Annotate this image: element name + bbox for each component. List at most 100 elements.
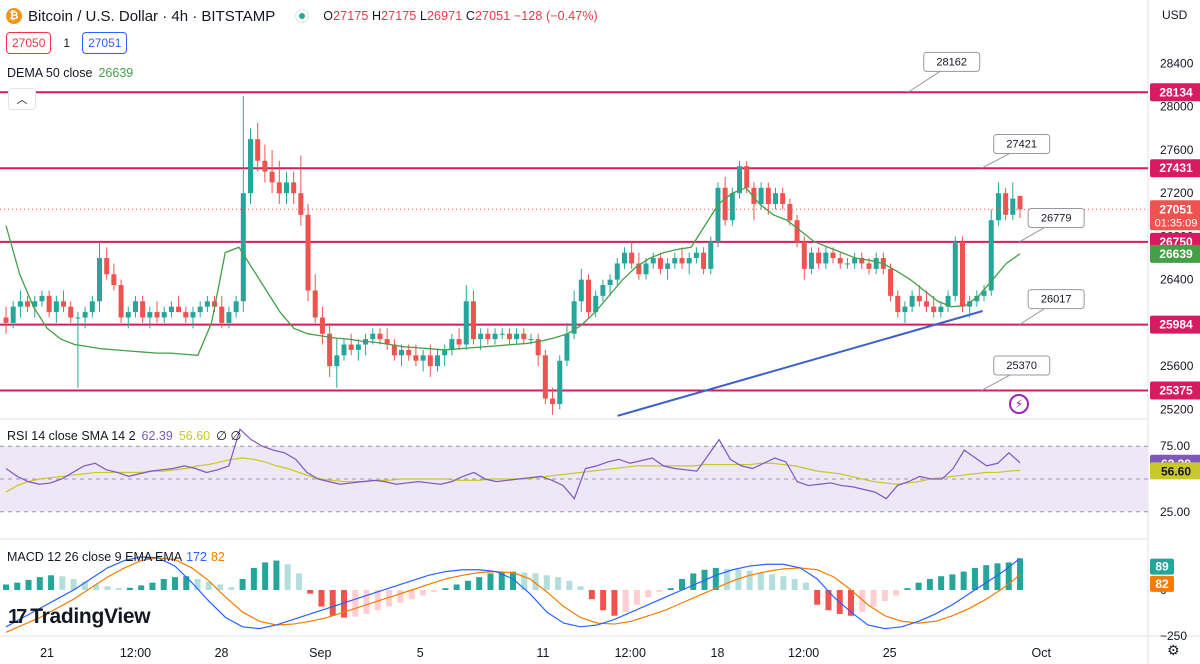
macd-histogram-bar: [273, 560, 280, 590]
callout-pointer: [907, 69, 942, 93]
callout-label: 25370: [1006, 360, 1037, 372]
candle: [276, 160, 282, 205]
candle-body: [578, 279, 584, 302]
macd-histogram-bar: [949, 574, 956, 590]
macd-histogram-bar: [431, 590, 438, 592]
candle: [1003, 187, 1009, 221]
candle: [25, 295, 31, 313]
candle: [916, 285, 922, 307]
candle-body: [183, 312, 189, 318]
rsi-axis-label: 75.00: [1160, 439, 1190, 453]
bitcoin-icon: ₿: [6, 8, 22, 24]
candle-body: [248, 139, 254, 194]
macd-histogram-bar: [104, 586, 111, 590]
candle-body: [801, 241, 807, 269]
candle-body: [665, 263, 671, 269]
candle-body: [945, 295, 951, 307]
macd-histogram-bar: [645, 590, 652, 598]
order-panel: 27050 1 27051: [6, 32, 128, 54]
macd-histogram-bar: [149, 582, 156, 590]
candle: [535, 333, 541, 367]
candle-body: [161, 312, 167, 318]
candle-body: [89, 301, 95, 313]
candle-body: [593, 295, 599, 313]
candle: [449, 333, 455, 356]
candle: [334, 339, 340, 388]
candle: [89, 295, 95, 318]
candle: [844, 258, 850, 269]
candle: [39, 290, 45, 307]
candle-body: [355, 344, 361, 350]
candle: [125, 306, 131, 329]
macd-histogram-bar: [521, 572, 528, 590]
macd-histogram-bar: [295, 573, 302, 590]
candle: [485, 328, 491, 345]
candle-body: [772, 193, 778, 205]
macd-histogram-bar: [870, 590, 877, 607]
quantity-value[interactable]: 1: [63, 36, 71, 50]
candle-body: [319, 317, 325, 334]
candle: [665, 258, 671, 280]
candle-body: [528, 339, 534, 341]
candle: [118, 279, 124, 323]
sell-button[interactable]: 27050: [6, 32, 52, 54]
candle-body: [557, 360, 563, 404]
candle: [830, 247, 836, 264]
candle-body: [924, 301, 930, 307]
ohlc-values: O27175 H27175 L26971 C27051 −128 (−0.47%…: [323, 9, 598, 23]
price-badge-label: 25375: [1159, 383, 1193, 397]
candle-body: [391, 344, 397, 356]
candle-body: [600, 285, 606, 296]
candle-body: [981, 290, 987, 296]
settings-icon[interactable]: ⚙: [1167, 642, 1180, 658]
candle-body: [737, 166, 743, 194]
time-tick-label: 5: [417, 646, 424, 660]
price-axis-badge: 27431: [1150, 159, 1200, 178]
macd-legend[interactable]: MACD 12 26 close 9 EMA EMA 172 82: [7, 550, 225, 564]
macd-histogram-bar: [408, 590, 415, 600]
currency-label[interactable]: USD: [1162, 8, 1188, 22]
macd-histogram-bar: [487, 573, 494, 590]
candle: [938, 301, 944, 318]
candle: [514, 328, 520, 345]
dema-legend[interactable]: DEMA 50 close 26639: [7, 66, 133, 80]
candle-body: [974, 295, 980, 302]
callout-label: 26779: [1041, 213, 1072, 225]
symbol-title[interactable]: Bitcoin / U.S. Dollar · 4h · BITSTAMP: [28, 7, 276, 25]
buy-button[interactable]: 27051: [82, 32, 128, 54]
candle-body: [53, 301, 59, 313]
callout-box: [1027, 289, 1085, 310]
price-badge-bg: [1150, 381, 1200, 400]
candle: [132, 295, 138, 318]
candle: [399, 344, 405, 367]
dema-label: DEMA 50 close: [7, 66, 93, 80]
dema-value: 26639: [98, 66, 134, 80]
candle-body: [816, 252, 822, 264]
collapse-legend-button[interactable]: ︿: [8, 88, 36, 110]
candle: [895, 290, 901, 318]
candle: [629, 241, 635, 269]
rsi-legend[interactable]: RSI 14 close SMA 14 2 62.39 56.60 ∅ ∅: [7, 428, 241, 443]
macd-histogram-bar: [250, 567, 257, 590]
macd-histogram-bar: [622, 590, 629, 613]
candle: [974, 290, 980, 307]
candle: [888, 263, 894, 302]
candle-body: [693, 252, 699, 259]
candle: [499, 328, 505, 340]
tradingview-logo[interactable]: 17 TradingView: [8, 605, 151, 629]
macd-histogram-bar: [724, 568, 731, 590]
candle-body: [82, 312, 88, 318]
candle-body: [399, 349, 405, 356]
macd-histogram-bar: [318, 590, 325, 607]
macd-histogram-bar: [329, 590, 336, 616]
candle: [506, 328, 512, 345]
macd-histogram-bar: [81, 581, 88, 590]
macd-histogram-bar: [938, 576, 945, 590]
rsi-badge-label: 56.60: [1161, 464, 1191, 478]
lightning-icon[interactable]: ⚡: [1009, 394, 1029, 414]
candle: [952, 236, 958, 302]
market-status-icon[interactable]: [295, 9, 310, 23]
rsi-badge-bg: [1150, 462, 1200, 480]
candle-body: [370, 333, 376, 340]
